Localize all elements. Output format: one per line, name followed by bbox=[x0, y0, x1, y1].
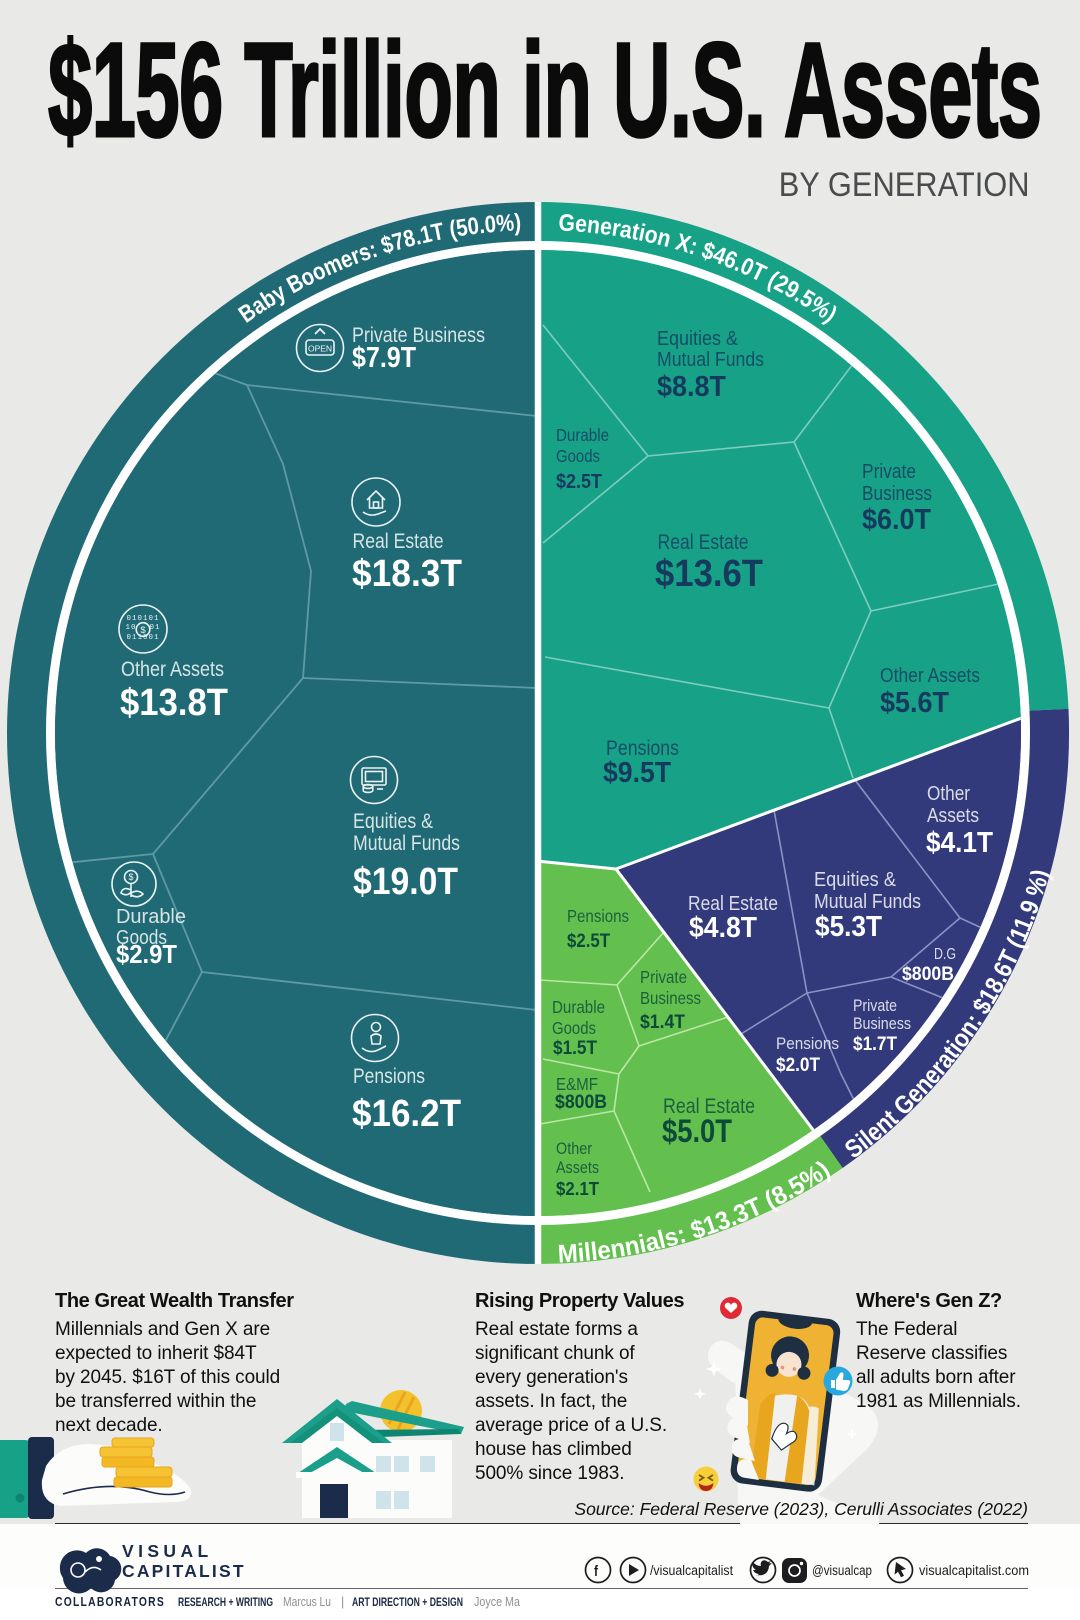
svg-text:$1.7T: $1.7T bbox=[853, 1034, 897, 1055]
svg-text:Mutual Funds: Mutual Funds bbox=[657, 349, 764, 371]
svg-text:$6.0T: $6.0T bbox=[862, 504, 931, 536]
svg-text:$: $ bbox=[140, 625, 146, 636]
svg-text:$800B: $800B bbox=[902, 964, 954, 985]
svg-text:Pensions: Pensions bbox=[567, 906, 629, 926]
svg-text:10: 10 bbox=[125, 624, 136, 632]
svg-text:$13.6T: $13.6T bbox=[655, 553, 763, 595]
svg-text:VISUAL: VISUAL bbox=[122, 1541, 213, 1561]
svg-text:$1.4T: $1.4T bbox=[640, 1011, 685, 1033]
svg-text:$18.3T: $18.3T bbox=[352, 553, 462, 595]
svg-text:Pensions: Pensions bbox=[776, 1035, 839, 1053]
svg-text:Other: Other bbox=[927, 783, 970, 805]
svg-text:Goods: Goods bbox=[116, 927, 167, 949]
svg-text:Mutual Funds: Mutual Funds bbox=[814, 891, 921, 913]
svg-text:Equities &: Equities & bbox=[814, 869, 897, 891]
svg-text:Durable: Durable bbox=[552, 997, 605, 1017]
svg-text:$16.2T: $16.2T bbox=[352, 1093, 461, 1135]
svg-text:Durable: Durable bbox=[556, 425, 609, 445]
svg-text:$4.8T: $4.8T bbox=[689, 912, 757, 944]
svg-text:Private: Private bbox=[640, 967, 687, 987]
svg-text:$2.1T: $2.1T bbox=[556, 1178, 600, 1199]
svg-text:COLLABORATORS: COLLABORATORS bbox=[55, 1595, 165, 1609]
svg-text:Pensions: Pensions bbox=[353, 1065, 425, 1088]
svg-text:$9.5T: $9.5T bbox=[603, 757, 671, 789]
svg-text:Other: Other bbox=[556, 1140, 592, 1158]
svg-text:Durable: Durable bbox=[116, 906, 186, 928]
svg-text:Other Assets: Other Assets bbox=[880, 665, 980, 687]
svg-text:$8.8T: $8.8T bbox=[657, 371, 726, 403]
svg-text:Joyce Ma: Joyce Ma bbox=[474, 1595, 520, 1609]
svg-text:Business: Business bbox=[862, 483, 932, 505]
svg-text:Mutual Funds: Mutual Funds bbox=[353, 832, 460, 855]
svg-text:$800B: $800B bbox=[555, 1091, 607, 1113]
svg-text:01: 01 bbox=[149, 624, 160, 632]
svg-text:Real Estate: Real Estate bbox=[353, 530, 444, 553]
svg-text:@visualcap: @visualcap bbox=[812, 1563, 872, 1578]
svg-text:OPEN: OPEN bbox=[308, 344, 332, 354]
svg-text:RESEARCH + WRITING: RESEARCH + WRITING bbox=[178, 1597, 273, 1609]
svg-text:$2.5T: $2.5T bbox=[556, 471, 602, 493]
svg-text:ART DIRECTION + DESIGN: ART DIRECTION + DESIGN bbox=[352, 1597, 463, 1609]
svg-text:Equities &: Equities & bbox=[353, 810, 433, 833]
svg-text:$2.0T: $2.0T bbox=[776, 1055, 820, 1076]
svg-text:visualcapitalist.com: visualcapitalist.com bbox=[919, 1563, 1029, 1578]
svg-text:D.G: D.G bbox=[934, 946, 956, 963]
svg-text:Real Estate: Real Estate bbox=[688, 893, 778, 915]
svg-text:$13.8T: $13.8T bbox=[120, 682, 228, 724]
svg-text:Goods: Goods bbox=[556, 446, 600, 466]
svg-text:Business: Business bbox=[640, 988, 701, 1008]
svg-text:f: f bbox=[594, 1563, 599, 1580]
svg-text:Equities &: Equities & bbox=[657, 328, 739, 350]
svg-text:Real Estate: Real Estate bbox=[663, 1095, 755, 1118]
svg-text:$: $ bbox=[128, 872, 133, 882]
svg-text:Pensions: Pensions bbox=[606, 737, 679, 760]
svg-text:Assets: Assets bbox=[927, 805, 979, 827]
svg-text:CAPITALIST: CAPITALIST bbox=[122, 1561, 246, 1581]
svg-text:010101: 010101 bbox=[126, 615, 159, 623]
svg-text:$19.0T: $19.0T bbox=[353, 861, 458, 903]
svg-text:Marcus Lu: Marcus Lu bbox=[283, 1595, 331, 1609]
svg-text:Private: Private bbox=[862, 461, 916, 483]
svg-text:Other Assets: Other Assets bbox=[121, 658, 224, 681]
svg-text:/visualcapitalist: /visualcapitalist bbox=[650, 1563, 733, 1578]
svg-text:$1.5T: $1.5T bbox=[553, 1037, 597, 1059]
svg-text:$7.9T: $7.9T bbox=[352, 342, 416, 374]
svg-text:$2.9T: $2.9T bbox=[116, 939, 177, 969]
svg-text:E&MF: E&MF bbox=[556, 1074, 598, 1094]
svg-text:$5.6T: $5.6T bbox=[880, 687, 949, 719]
svg-text:Assets: Assets bbox=[556, 1159, 599, 1177]
svg-text:Private: Private bbox=[853, 997, 897, 1015]
svg-text:$5.0T: $5.0T bbox=[662, 1113, 732, 1149]
svg-text:$2.5T: $2.5T bbox=[567, 930, 610, 952]
svg-text:Real Estate: Real Estate bbox=[658, 531, 749, 554]
svg-text:$5.3T: $5.3T bbox=[815, 911, 882, 943]
svg-text:Business: Business bbox=[853, 1015, 911, 1033]
svg-text:Private Business: Private Business bbox=[352, 324, 485, 347]
svg-text:011001: 011001 bbox=[126, 634, 159, 642]
svg-text:|: | bbox=[341, 1595, 344, 1609]
svg-text:Goods: Goods bbox=[552, 1018, 596, 1038]
svg-text:$4.1T: $4.1T bbox=[926, 827, 993, 859]
